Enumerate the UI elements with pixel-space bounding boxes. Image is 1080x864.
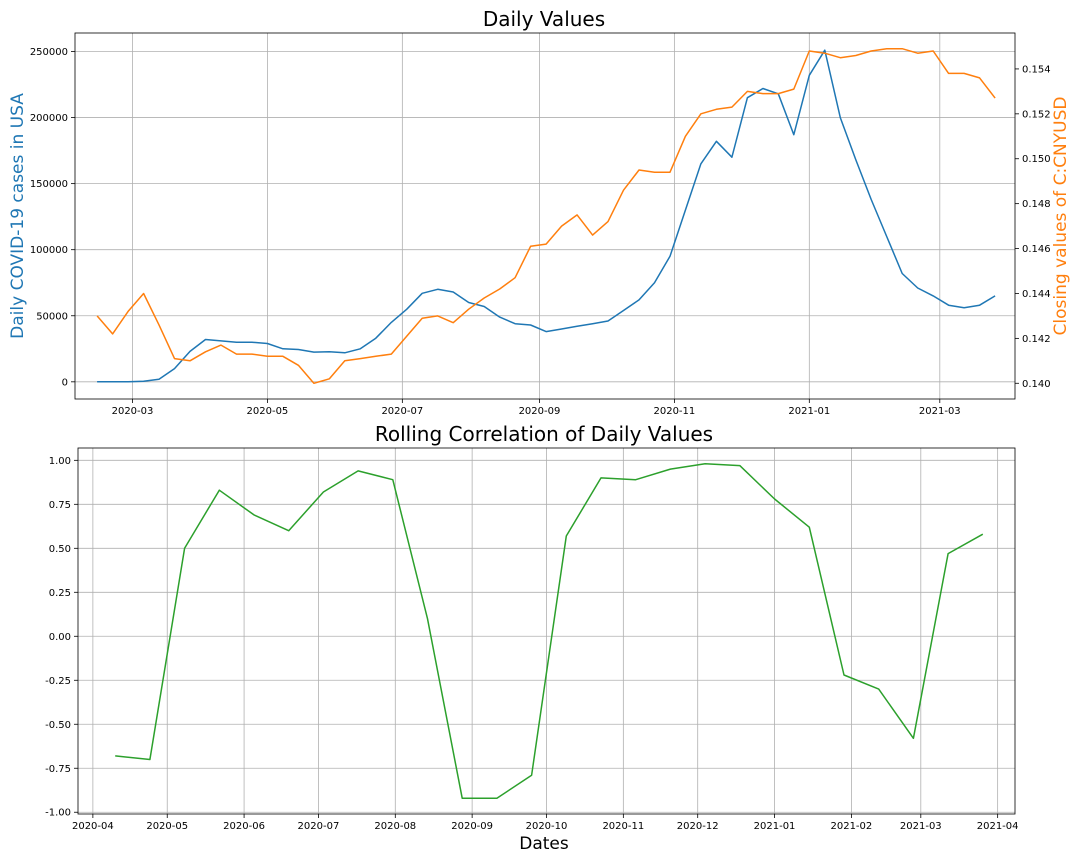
y2-tick-label: 0.150 <box>1022 154 1051 165</box>
y-tick-label: -1.00 <box>45 808 71 819</box>
rolling-correlation-title: Rolling Correlation of Daily Values <box>375 422 713 446</box>
y-tick-label: -0.75 <box>45 764 71 775</box>
x-tick-label: 2020-08 <box>374 821 416 832</box>
x-tick-label: 2020-03 <box>112 406 154 417</box>
daily-values-left-axis: 0 50000 100000 150000 200000 250000 <box>30 47 75 388</box>
y-tick-label: 0.00 <box>49 632 71 643</box>
x-tick-label: 2020-09 <box>451 821 493 832</box>
daily-values-left-axis-label: Daily COVID-19 cases in USA <box>8 93 28 339</box>
rolling-correlation-y-axis: -1.00 -0.75 -0.50 -0.25 0.00 0.25 0.50 0.75 1.00 <box>45 456 78 819</box>
x-tick-label: 2021-01 <box>788 406 830 417</box>
x-tick-label: 2020-05 <box>247 406 289 417</box>
x-tick-label: 2021-02 <box>830 821 872 832</box>
daily-values-series-group <box>97 49 995 384</box>
daily-values-grid <box>75 33 1015 399</box>
y-tick-label: 0.75 <box>49 500 71 511</box>
x-tick-label: 2020-12 <box>677 821 719 832</box>
daily-values-title: Daily Values <box>483 7 605 31</box>
x-tick-label: 2020-10 <box>526 821 568 832</box>
y2-tick-label: 0.142 <box>1022 334 1051 345</box>
x-tick-label: 2020-04 <box>72 821 114 832</box>
y-tick-label: -0.25 <box>45 676 71 687</box>
rolling-correlation-x-axis: 2020-04 2020-05 2020-06 2020-07 2020-08 2020-… <box>72 814 1019 832</box>
y-tick-label: 250000 <box>30 47 68 58</box>
y2-tick-label: 0.148 <box>1022 199 1051 210</box>
daily-values-right-axis: 0.140 0.142 0.144 0.146 0.148 0.150 0.152 0.154 <box>1015 64 1051 389</box>
x-tick-label: 2020-05 <box>146 821 188 832</box>
y-tick-label: 150000 <box>30 179 68 190</box>
x-tick-label: 2021-01 <box>754 821 796 832</box>
y-tick-label: 1.00 <box>49 456 71 467</box>
y2-tick-label: 0.152 <box>1022 109 1051 120</box>
x-tick-label: 2020-11 <box>653 406 695 417</box>
y-tick-label: 100000 <box>30 245 68 256</box>
x-tick-label: 2020-11 <box>602 821 644 832</box>
rolling-correlation-panel: Rolling Correlation of Daily Values 2020… <box>45 422 1018 854</box>
x-tick-label: 2021-03 <box>900 821 942 832</box>
y-tick-label: 0 <box>62 377 68 388</box>
x-tick-label: 2020-09 <box>519 406 561 417</box>
y-tick-label: 0.25 <box>49 588 71 599</box>
rolling-correlation-x-axis-label: Dates <box>519 834 569 854</box>
daily-values-frame <box>75 33 1015 399</box>
y2-tick-label: 0.144 <box>1022 289 1051 300</box>
daily-values-x-axis: 2020-03 2020-05 2020-07 2020-09 2020-11 2021-… <box>112 399 961 417</box>
covid-cases-series-line <box>97 50 995 382</box>
x-tick-label: 2021-03 <box>919 406 961 417</box>
daily-values-right-axis-label: Closing values of C:CNYUSD <box>1051 97 1071 336</box>
rolling-correlation-series-group <box>115 464 983 798</box>
rolling-correlation-grid <box>78 448 1015 814</box>
y-tick-label: -0.50 <box>45 720 71 731</box>
x-tick-label: 2021-04 <box>977 821 1019 832</box>
cnyusd-series-line <box>97 49 995 384</box>
y-tick-label: 0.50 <box>49 544 71 555</box>
y-tick-label: 50000 <box>36 311 68 322</box>
rolling-correlation-series-line <box>115 464 983 798</box>
x-tick-label: 2020-07 <box>298 821 340 832</box>
y-tick-label: 200000 <box>30 113 68 124</box>
x-tick-label: 2020-06 <box>223 821 265 832</box>
x-tick-label: 2020-07 <box>381 406 423 417</box>
y2-tick-label: 0.146 <box>1022 244 1051 255</box>
y2-tick-label: 0.140 <box>1022 379 1051 390</box>
daily-values-panel: Daily Values 2020-03 2020-05 2020-07 2020-0… <box>8 7 1071 417</box>
y2-tick-label: 0.154 <box>1022 64 1051 75</box>
